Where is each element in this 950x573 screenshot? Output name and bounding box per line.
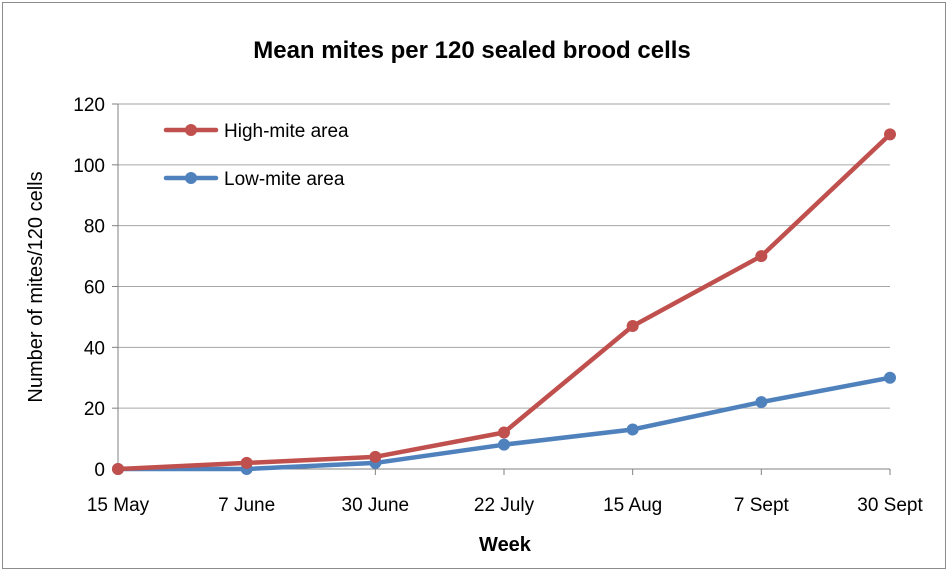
- chart-title: Mean mites per 120 sealed brood cells: [253, 37, 691, 64]
- data-point: [498, 438, 510, 451]
- data-point: [498, 426, 510, 439]
- data-point: [755, 250, 768, 263]
- grid-lines: [118, 103, 890, 409]
- y-tick-label: 100: [73, 156, 105, 177]
- y-tick-label: 0: [94, 460, 105, 481]
- x-tick-labels: 15 May 7 June 30 June 22 July 15 Aug 7 Sept 30…: [87, 495, 924, 516]
- x-tick-label: 22 July: [474, 495, 535, 516]
- legend-label: Low-mite area: [224, 169, 345, 190]
- x-axis-label: Week: [479, 534, 532, 556]
- legend-swatch-marker: [185, 124, 197, 136]
- axes: [112, 103, 891, 475]
- x-tick-label: 7 June: [218, 495, 275, 516]
- data-point: [240, 456, 253, 469]
- data-point: [884, 371, 896, 384]
- legend: High-mite area Low-mite area: [163, 121, 349, 190]
- y-tick-label: 80: [84, 217, 105, 238]
- data-point: [369, 450, 382, 463]
- legend-label: High-mite area: [224, 121, 349, 142]
- x-tick-label: 7 Sept: [734, 495, 790, 516]
- x-tick-label: 30 Sept: [857, 495, 923, 516]
- y-tick-label: 60: [84, 278, 105, 299]
- x-tick-label: 15 May: [87, 495, 150, 516]
- data-point: [626, 423, 639, 436]
- data-point: [112, 463, 124, 475]
- data-point: [884, 128, 896, 141]
- legend-swatch-marker: [185, 172, 197, 184]
- data-point: [626, 320, 639, 333]
- x-tick-label: 30 June: [342, 495, 410, 516]
- y-tick-label: 120: [73, 95, 105, 116]
- x-tick-label: 15 Aug: [603, 495, 662, 516]
- y-tick-labels: 0 20 40 60 80 100 120: [73, 95, 105, 481]
- data-point: [755, 396, 768, 409]
- y-tick-label: 40: [84, 338, 105, 359]
- series-line-1: [115, 375, 893, 472]
- y-tick-label: 20: [84, 399, 105, 420]
- series-lines: [112, 128, 896, 475]
- y-axis-label: Number of mites/120 cells: [25, 171, 47, 402]
